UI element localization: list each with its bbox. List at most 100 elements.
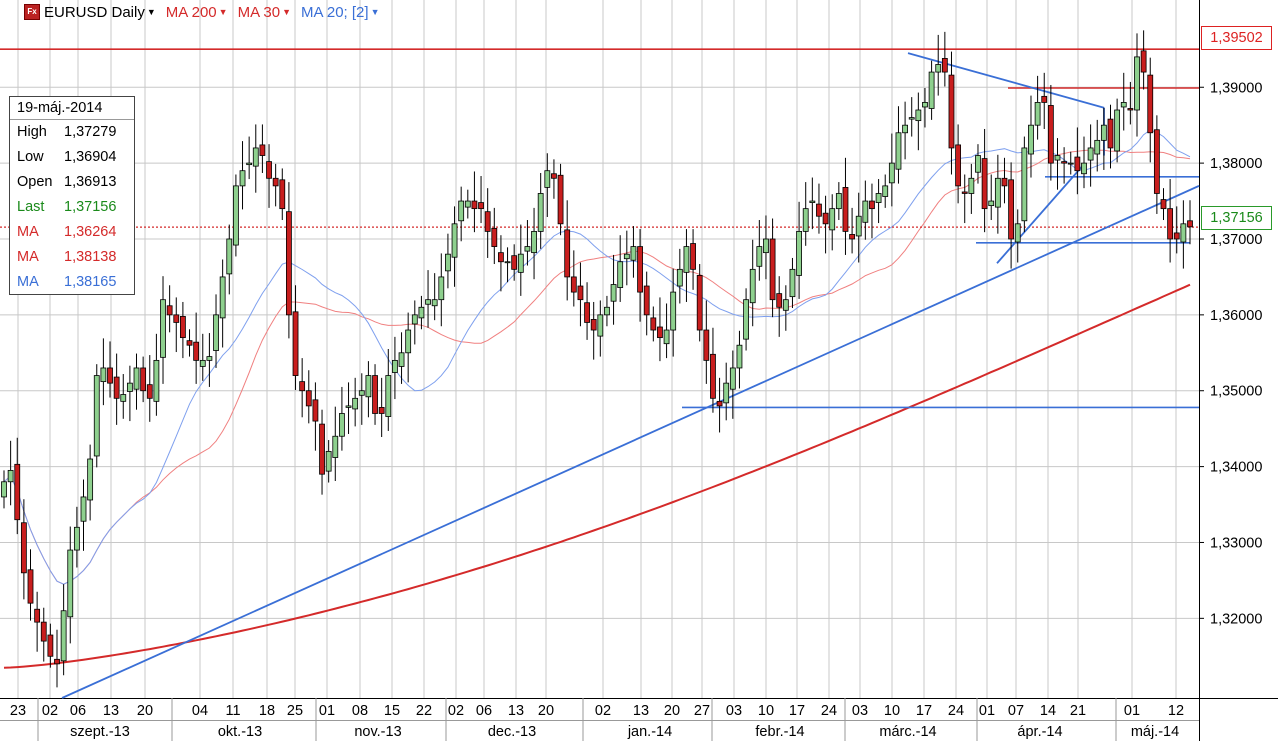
x-month-label: jan.-14 <box>627 724 672 740</box>
ma20-selector[interactable]: MA 20; [2] ▼ <box>301 3 380 21</box>
candle-body <box>703 329 710 361</box>
candle-body <box>710 353 716 399</box>
x-day-label: 17 <box>789 703 805 719</box>
candle-body <box>1167 208 1174 240</box>
info-row-last: Last 1,37156 <box>10 195 134 220</box>
x-day-label: 23 <box>10 703 26 719</box>
candle-body <box>1180 223 1187 243</box>
y-tick-label: 1,35000 <box>1210 384 1262 400</box>
x-month-label: okt.-13 <box>218 724 262 740</box>
fx-icon: Fx <box>24 4 40 20</box>
x-day-label: 20 <box>538 703 554 719</box>
info-label: MA <box>17 249 39 265</box>
x-month-label: máj.-14 <box>1131 724 1179 740</box>
candle-body <box>54 658 60 665</box>
candle-body <box>690 243 696 270</box>
info-row-high: High 1,37279 <box>10 120 134 145</box>
candle-body <box>1081 162 1087 175</box>
candle-body <box>1173 232 1180 240</box>
candle-body <box>922 102 928 108</box>
x-month-label: szept.-13 <box>70 724 130 740</box>
info-label: Last <box>17 199 45 215</box>
candle-body <box>246 162 253 166</box>
symbol-selector[interactable]: EURUSD Daily ▼ <box>44 3 156 21</box>
candle-body <box>570 276 577 293</box>
candle-body <box>491 227 498 247</box>
candle-body <box>928 71 935 109</box>
candle-body <box>332 435 339 458</box>
candle-body <box>537 193 544 232</box>
info-value: 1,38165 <box>64 274 117 290</box>
candle-body <box>34 608 41 623</box>
candle-body <box>226 238 233 275</box>
candle-body <box>862 200 869 223</box>
x-day-label: 18 <box>259 703 275 719</box>
candle-body <box>93 375 100 457</box>
candle-body <box>186 340 193 346</box>
candle-body <box>849 234 855 240</box>
resistance-price-label: 1,39502 <box>1201 26 1272 50</box>
candle-body <box>60 610 67 662</box>
x-day-label: 24 <box>948 703 964 719</box>
candle-body <box>345 405 352 408</box>
candle-body <box>776 293 783 308</box>
candle-body <box>769 238 776 301</box>
candle-body <box>1127 108 1134 111</box>
candle-body <box>27 569 34 604</box>
info-label: High <box>17 124 47 140</box>
ma30-path <box>3 149 1191 585</box>
ma30-selector[interactable]: MA 30 ▼ <box>237 3 292 21</box>
candle-body <box>729 367 736 390</box>
info-label: MA <box>17 224 39 240</box>
candle-body <box>590 319 597 331</box>
x-month-label: márc.-14 <box>879 724 936 740</box>
chevron-down-icon: ▼ <box>282 7 292 17</box>
info-row-open: Open 1,36913 <box>10 170 134 195</box>
candle-body <box>146 384 153 399</box>
candle-body <box>252 147 259 167</box>
x-day-label: 04 <box>192 703 208 719</box>
candle-body <box>875 193 882 203</box>
candle-body <box>531 231 537 254</box>
candle-body <box>663 329 670 345</box>
candle-body <box>484 211 491 232</box>
candle-body <box>696 275 703 331</box>
candle-body <box>126 382 133 392</box>
candle-body <box>471 200 478 210</box>
candle-body <box>564 229 571 278</box>
info-value: 1,38138 <box>64 249 117 265</box>
x-day-label: 25 <box>287 703 303 719</box>
candle-body <box>372 375 378 414</box>
candle-body <box>266 161 272 179</box>
candle-body <box>259 144 266 156</box>
x-day-label: 03 <box>726 703 742 719</box>
info-label: MA <box>17 274 39 290</box>
candle-body <box>438 276 445 301</box>
y-tick-label: 1,34000 <box>1210 460 1262 476</box>
candle-body <box>464 200 471 208</box>
candle-body <box>888 162 895 184</box>
x-day-label: 13 <box>103 703 119 719</box>
candle-body <box>955 144 962 187</box>
y-tick-label: 1,33000 <box>1210 535 1262 551</box>
x-day-label: 15 <box>384 703 400 719</box>
candle-body <box>1100 124 1107 141</box>
x-day-label: 03 <box>852 703 868 719</box>
info-row-ma: MA 1,38165 <box>10 270 134 295</box>
info-value: 1,36904 <box>64 149 117 165</box>
x-axis: 23 02 06 13 20 04 11 18 25 01 08 15 22 02 06 13 20 02 13 20… <box>10 698 1184 741</box>
candle-body <box>842 186 849 232</box>
candle-body <box>782 299 789 311</box>
candle-body <box>517 253 524 273</box>
candle-body <box>988 200 995 207</box>
ma200-selector[interactable]: MA 200 ▼ <box>165 3 228 21</box>
info-date: 19-máj.-2014 <box>10 97 134 120</box>
candle-body <box>179 315 186 339</box>
candle-body <box>855 215 862 237</box>
candle-body <box>140 367 147 392</box>
candle-body <box>1047 105 1054 164</box>
candle-body <box>676 268 683 287</box>
candle-body <box>796 231 802 276</box>
